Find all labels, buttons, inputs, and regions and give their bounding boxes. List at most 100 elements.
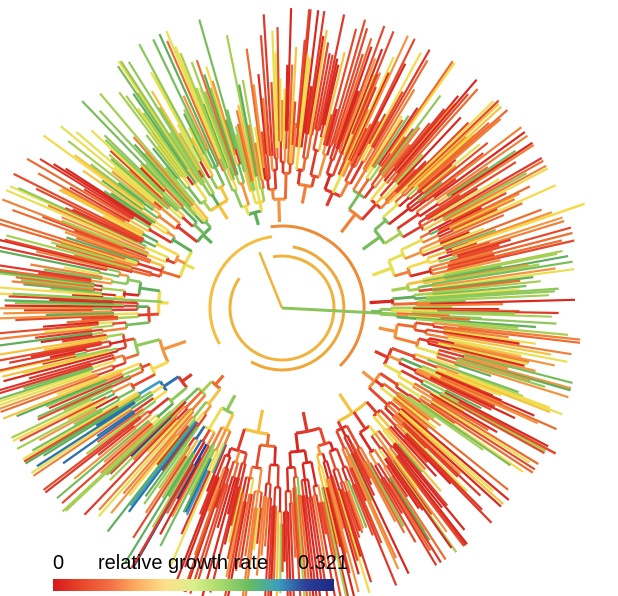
internal-branch xyxy=(398,361,417,373)
leaf-branch xyxy=(195,59,238,176)
internal-branch xyxy=(382,183,398,200)
leaf-branch xyxy=(178,132,206,177)
leaf-branch xyxy=(432,178,500,220)
leaf-branch xyxy=(442,208,542,249)
internal-branch xyxy=(417,283,433,289)
internal-branch xyxy=(195,425,206,440)
leaf-branch xyxy=(238,493,253,568)
internal-branch xyxy=(383,232,402,245)
leaf-branch xyxy=(335,38,373,145)
leaf-branch xyxy=(422,165,457,194)
internal-branch xyxy=(386,191,398,203)
internal-branch xyxy=(172,238,193,253)
leaf-branch xyxy=(47,204,124,240)
leaf-branch xyxy=(396,394,430,421)
leaf-branch xyxy=(321,487,350,596)
internal-branch xyxy=(338,392,354,414)
leaf-branch xyxy=(320,501,342,596)
internal-branch xyxy=(363,185,375,199)
leaf-branch xyxy=(389,425,438,478)
internal-branch xyxy=(379,200,389,210)
leaf-branch xyxy=(34,328,103,339)
internal-branch xyxy=(111,377,132,388)
internal-branch xyxy=(296,476,301,496)
leaf-branch xyxy=(430,298,576,305)
internal-branch xyxy=(331,174,343,194)
internal-branch xyxy=(388,207,410,226)
leaf-branch xyxy=(396,454,468,545)
clade-arc xyxy=(209,198,229,213)
leaf-branch xyxy=(4,304,124,308)
leaf-branch xyxy=(417,294,549,303)
leaf-branch xyxy=(402,421,482,497)
internal-branch xyxy=(321,145,327,155)
leaf-branch xyxy=(255,495,266,576)
leaf-branch xyxy=(458,323,569,336)
internal-branch xyxy=(114,312,139,316)
leaf-branch xyxy=(58,188,144,236)
leaf-branch xyxy=(161,456,189,499)
internal-branch xyxy=(176,407,189,421)
internal-branch xyxy=(319,125,325,138)
internal-branch xyxy=(328,450,337,470)
leaf-branch xyxy=(416,317,536,329)
leaf-branch xyxy=(432,267,556,288)
leaf-branch xyxy=(42,215,124,249)
internal-branch xyxy=(91,324,114,329)
leaf-branch xyxy=(61,187,125,224)
leaf-branch xyxy=(185,469,209,516)
long-branch xyxy=(130,463,194,569)
internal-branch xyxy=(377,430,393,448)
clade-arc xyxy=(158,339,170,363)
leaf-branch xyxy=(0,340,102,362)
leaf-branch xyxy=(254,126,265,180)
internal-branch xyxy=(371,266,393,277)
internal-branch xyxy=(425,332,448,340)
internal-branch xyxy=(215,428,228,451)
internal-branch xyxy=(321,453,327,462)
leaf-branch xyxy=(234,125,254,192)
leaf-branch xyxy=(150,131,185,177)
clade-arc xyxy=(268,187,276,192)
leaf-branch xyxy=(169,132,204,185)
internal-branch xyxy=(195,411,205,423)
leaf-branch xyxy=(350,467,367,502)
internal-branch xyxy=(118,315,139,320)
leaf-branch xyxy=(225,34,257,178)
leaf-branch xyxy=(73,427,137,480)
leaf-branch xyxy=(289,47,298,145)
leaf-branch xyxy=(354,120,380,168)
internal-branch xyxy=(126,321,150,327)
leaf-branch xyxy=(11,280,94,291)
internal-branch xyxy=(392,295,415,301)
leaf-branch xyxy=(388,482,432,552)
leaf-branch xyxy=(179,52,228,168)
internal-branch xyxy=(113,354,124,360)
internal-branch xyxy=(170,399,186,413)
internal-branch xyxy=(384,427,400,445)
leaf-branch xyxy=(211,443,226,474)
internal-branch xyxy=(285,467,290,492)
internal-branch xyxy=(134,390,152,404)
leaf-branch xyxy=(400,408,510,501)
leaf-branch xyxy=(389,476,426,532)
leaf-branch xyxy=(416,367,539,425)
internal-branch xyxy=(277,199,282,222)
internal-branch xyxy=(237,164,246,184)
internal-branch xyxy=(406,191,425,207)
leaf-branch xyxy=(56,419,150,500)
leaf-branch xyxy=(207,467,226,512)
internal-branch xyxy=(437,352,458,361)
leaf-branch xyxy=(394,456,465,547)
internal-branch xyxy=(242,452,248,464)
leaf-branch xyxy=(8,295,114,302)
internal-branch xyxy=(225,166,233,181)
internal-branch xyxy=(386,403,399,416)
leaf-branch xyxy=(443,325,581,344)
leaf-branch xyxy=(444,252,558,278)
leaf-branch xyxy=(287,64,294,164)
leaf-branch xyxy=(439,392,547,452)
internal-branch xyxy=(153,201,163,209)
leaf-branch xyxy=(403,426,427,450)
leaf-branch xyxy=(308,496,323,582)
